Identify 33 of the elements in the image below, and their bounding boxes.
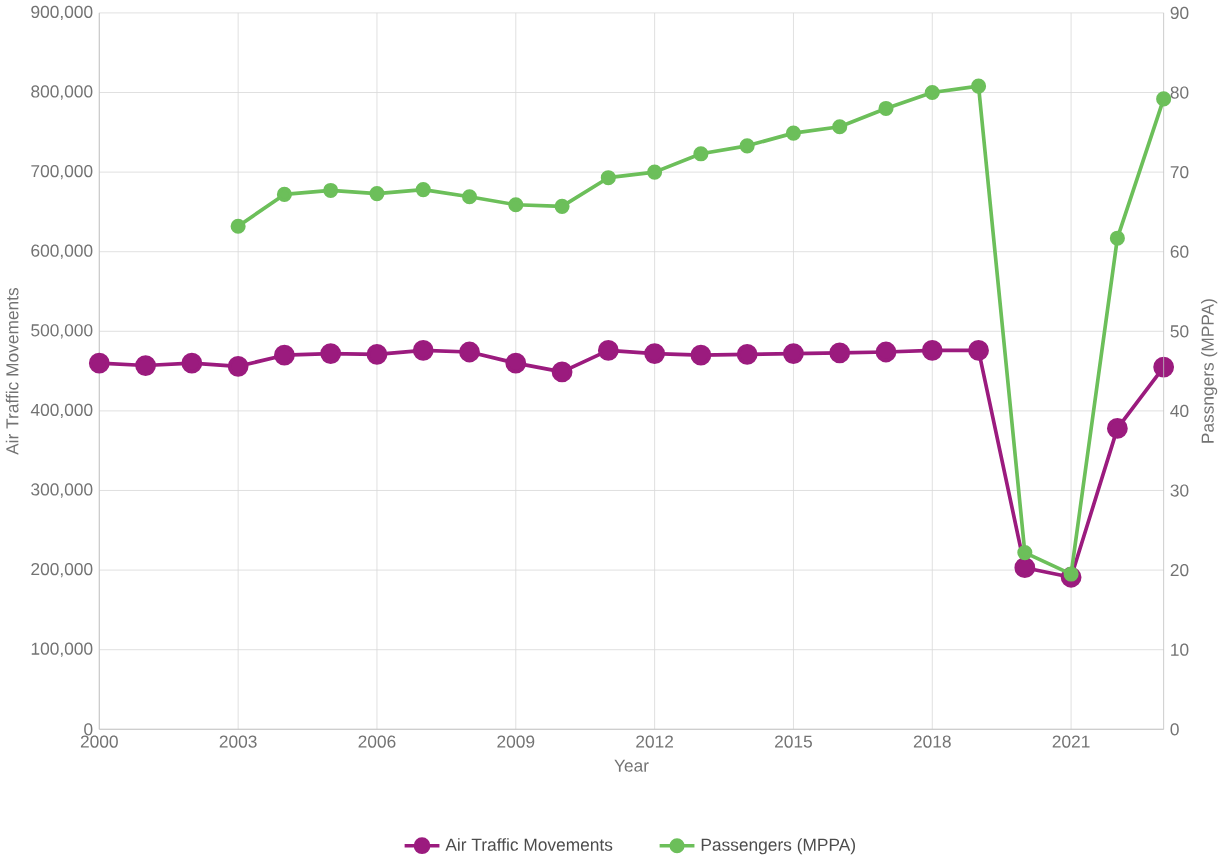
y2-tick-label: 30 xyxy=(1170,484,1189,497)
x-tick-label: 2000 xyxy=(80,735,118,748)
legend-label: Passengers (MPPA) xyxy=(701,837,856,855)
y-tick-label: 700,000 xyxy=(31,164,93,180)
y2-tick-label: 90 xyxy=(1170,6,1189,19)
y2-tick-label: 10 xyxy=(1171,643,1189,656)
y-tick-label: 800,000 xyxy=(31,85,93,100)
y2-tick-label: 60 xyxy=(1170,245,1189,258)
y-tick-label: 400,000 xyxy=(30,403,93,418)
x-tick-label: 2018 xyxy=(913,735,951,748)
y-axis-title: Air Traffic Movements xyxy=(5,287,19,455)
x-tick-label: 2003 xyxy=(219,735,257,748)
y-tick-label: 200,000 xyxy=(31,562,93,578)
y-tick-label: 100,000 xyxy=(31,642,93,657)
x-axis-title: Year xyxy=(614,759,649,772)
x-tick-label: 2009 xyxy=(497,735,535,748)
y-tick-label: 300,000 xyxy=(31,483,93,498)
x-tick-label: 2012 xyxy=(636,735,674,748)
y2-tick-label: 50 xyxy=(1170,324,1189,338)
y2-tick-label: 40 xyxy=(1170,404,1189,417)
y2-tick-label: 80 xyxy=(1170,86,1189,99)
y2-tick-label: 0 xyxy=(1170,722,1179,736)
y2-tick-label: 70 xyxy=(1170,165,1189,179)
y-tick-label: 0 xyxy=(84,722,93,736)
y-tick-label: 500,000 xyxy=(31,323,93,339)
x-tick-label: 2021 xyxy=(1052,735,1090,748)
x-tick-label: 2015 xyxy=(775,735,812,748)
legend-label: Air Traffic Movements xyxy=(445,837,613,851)
y-tick-label: 600,000 xyxy=(31,244,93,259)
y2-axis-title: Passngers (MPPA) xyxy=(1201,298,1218,443)
x-tick-label: 2006 xyxy=(358,735,396,748)
y-tick-label: 900,000 xyxy=(31,5,93,20)
y2-tick-label: 20 xyxy=(1170,563,1189,576)
